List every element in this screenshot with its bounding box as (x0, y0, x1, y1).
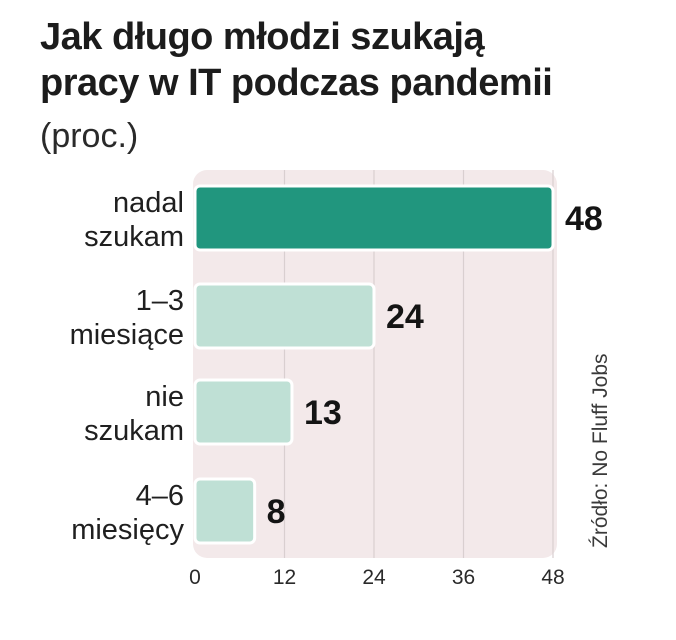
category-label-1: 1–3 miesiące (70, 285, 184, 351)
chart-title-line-2: pracy w IT podczas pandemii (40, 62, 553, 104)
bar-1 (193, 282, 376, 350)
category-label-2-line-1: szukam (84, 415, 184, 447)
category-label-3-line-0: 4–6 (136, 480, 184, 512)
x-tick-label-36: 36 (452, 566, 475, 589)
x-tick-label-48: 48 (541, 566, 564, 589)
category-label-0-line-0: nadal (113, 187, 184, 219)
bar-2 (193, 378, 294, 446)
value-labels: 48 24 13 8 (267, 200, 603, 531)
bars (193, 184, 555, 545)
x-axis-ticks: 0 12 24 36 48 (189, 566, 565, 589)
x-tick-label-0: 0 (189, 566, 201, 589)
bar-0 (193, 184, 555, 252)
bar-3 (193, 477, 257, 545)
value-label-1: 24 (386, 298, 424, 336)
category-label-2-line-0: nie (145, 381, 184, 413)
x-tick-label-24: 24 (362, 566, 386, 589)
value-label-2: 13 (304, 394, 342, 432)
category-label-0-line-1: szukam (84, 221, 184, 253)
chart-title: Jak długo młodzi szukają pracy w IT podc… (40, 14, 640, 106)
category-label-1-line-1: miesiące (70, 319, 184, 351)
category-label-3: 4–6 miesięcy (71, 480, 184, 546)
chart-subtitle: (proc.) (40, 117, 139, 155)
value-label-0: 48 (565, 200, 603, 238)
value-label-3: 8 (267, 493, 286, 531)
category-label-2: nie szukam (84, 381, 184, 447)
category-label-1-line-0: 1–3 (136, 285, 184, 317)
source-note: Źródło: No Fluff Jobs (589, 353, 612, 548)
category-label-3-line-1: miesięcy (71, 514, 184, 546)
chart-title-line-1: Jak długo młodzi szukają (40, 16, 485, 58)
category-label-0: nadal szukam (84, 187, 184, 253)
x-tick-label-12: 12 (273, 566, 296, 589)
